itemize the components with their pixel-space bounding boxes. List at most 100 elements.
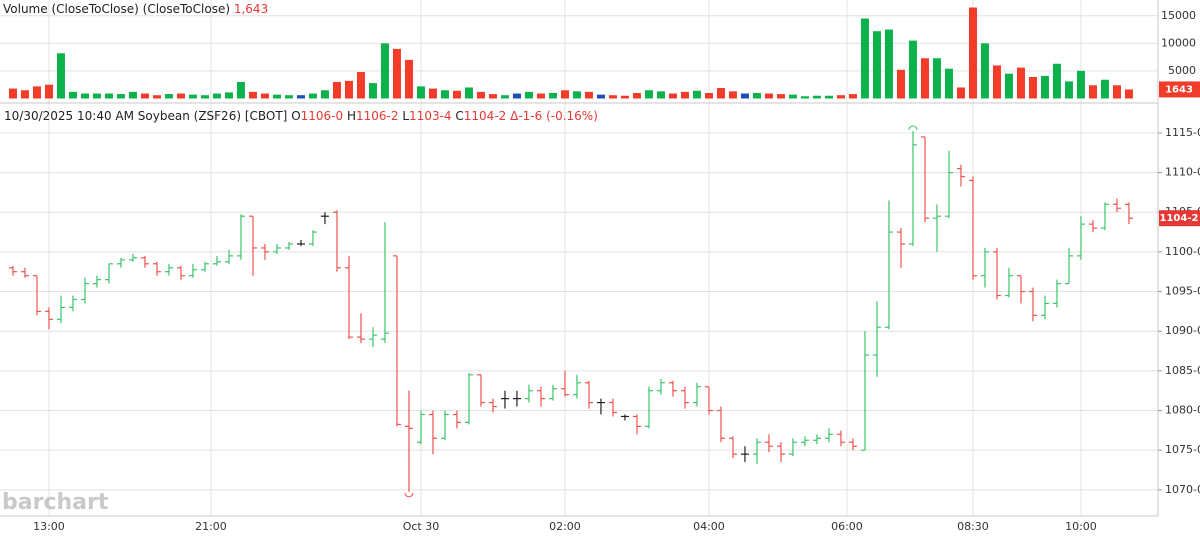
volume-bar [1052, 63, 1061, 99]
volume-bar [128, 91, 137, 99]
volume-bar [680, 91, 689, 99]
volume-bar [92, 93, 101, 99]
volume-tick-label: 5000 [1168, 64, 1196, 77]
volume-bar [140, 93, 149, 99]
y-tick-label: 1070-0 [1165, 483, 1200, 496]
grid-layer [0, 0, 1158, 516]
volume-bar [788, 94, 797, 99]
volume-bar [56, 53, 65, 99]
y-tick-label: 1115-0 [1165, 126, 1200, 139]
volume-bar [80, 93, 89, 99]
volume-bar [920, 58, 929, 99]
x-tick-label: 13:00 [33, 520, 65, 533]
volume-bar [848, 94, 857, 99]
volume-bar [812, 95, 821, 99]
volume-bar [740, 93, 749, 99]
volume-title-text: Volume (CloseToClose) (CloseToClose) [3, 2, 230, 16]
volume-bar [968, 7, 977, 99]
y-tick-label: 1080-0 [1165, 404, 1200, 417]
volume-bar [224, 92, 233, 99]
volume-bar [188, 94, 197, 99]
volume-bar [932, 58, 941, 99]
y-tick-label: 1090-0 [1165, 324, 1200, 337]
header-close-key: C [455, 109, 463, 123]
header-low-key: L [402, 109, 409, 123]
volume-bar [620, 95, 629, 99]
volume-bar [500, 95, 509, 99]
volume-tag [1159, 81, 1200, 98]
volume-bar [260, 93, 269, 99]
volume-bar [1064, 81, 1073, 99]
high-marker [908, 125, 918, 131]
volume-bar [800, 96, 809, 99]
volume-bar [728, 91, 737, 99]
volume-bar [68, 91, 77, 99]
header-date: 10/30/2025 [4, 109, 73, 123]
volume-title: Volume (CloseToClose) (CloseToClose) 1,6… [3, 2, 268, 16]
watermark: barchart [2, 490, 109, 515]
x-tick-label: 21:00 [195, 520, 227, 533]
x-tick-label: 08:30 [957, 520, 989, 533]
volume-bar [836, 95, 845, 99]
volume-bar [908, 40, 917, 99]
volume-bar [764, 93, 773, 99]
volume-bar [1016, 67, 1025, 99]
low-marker [404, 492, 414, 498]
volume-bar [656, 91, 665, 99]
volume-bar [392, 48, 401, 99]
x-tick-label: 04:00 [693, 520, 725, 533]
volume-bar [944, 68, 953, 99]
volume-bar [704, 92, 713, 99]
volume-bar [476, 91, 485, 99]
volume-bar [452, 90, 461, 99]
volume-bar [248, 91, 257, 99]
volume-bar [104, 93, 113, 99]
volume-bar [116, 94, 125, 99]
volume-bar [716, 88, 725, 99]
volume-bar [272, 94, 281, 99]
volume-bar [356, 72, 365, 99]
volume-bar [548, 92, 557, 99]
volume-bar [632, 92, 641, 99]
volume-bar [1028, 76, 1037, 99]
volume-bar [428, 88, 437, 99]
price-header: 10/30/2025 10:40 AM Soybean (ZSF26) [CBO… [4, 109, 598, 123]
volume-tick-label: 15000 [1161, 9, 1196, 22]
volume-bar [512, 93, 521, 99]
volume-bar [692, 90, 701, 99]
volume-bar [1088, 85, 1097, 99]
volume-bar [644, 90, 653, 99]
volume-bar [404, 59, 413, 99]
header-close: 1104-2 [464, 109, 507, 123]
volume-bar [320, 90, 329, 99]
header-open: 1106-0 [301, 109, 344, 123]
volume-bar [332, 81, 341, 99]
volume-bar [872, 31, 881, 99]
volume-bar [344, 80, 353, 99]
volume-bar [524, 91, 533, 99]
header-high-key: H [347, 109, 356, 123]
volume-bar [1112, 85, 1121, 99]
volume-bar [992, 65, 1001, 99]
volume-bar [152, 95, 161, 99]
volume-bar [416, 86, 425, 99]
volume-bar [884, 29, 893, 99]
volume-bar [1040, 75, 1049, 99]
volume-bar [1100, 79, 1109, 99]
volume-bar [20, 90, 29, 99]
volume-bar [572, 91, 581, 99]
volume-bar [200, 95, 209, 99]
header-low: 1103-4 [409, 109, 452, 123]
y-tick-label: 1110-0 [1165, 166, 1200, 179]
x-tick-label: 10:00 [1065, 520, 1097, 533]
volume-bar [284, 95, 293, 99]
volume-bar [1124, 89, 1133, 99]
x-tick-label: 02:00 [549, 520, 581, 533]
volume-bar [608, 95, 617, 99]
volume-bar [236, 81, 245, 99]
x-tick-label: 06:00 [831, 520, 863, 533]
volume-bar [536, 93, 545, 99]
volume-bar [776, 94, 785, 99]
